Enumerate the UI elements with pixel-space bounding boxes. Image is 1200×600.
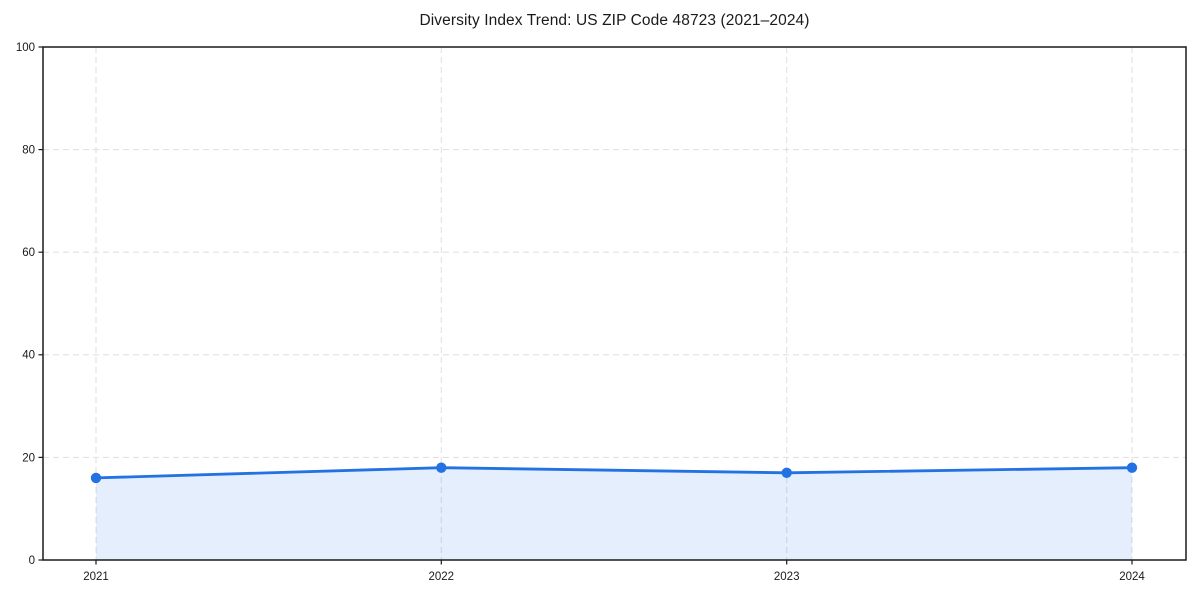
- data-point: [90, 472, 102, 484]
- x-tick-label: 2021: [83, 571, 109, 583]
- data-point: [1126, 462, 1138, 473]
- y-tick-label: 0: [29, 555, 35, 567]
- trend-line: [94, 466, 1134, 480]
- data-point: [781, 467, 792, 478]
- x-tick-label: 2024: [1119, 571, 1145, 583]
- area-fill: [96, 467, 1132, 560]
- x-tick-label: 2022: [429, 571, 455, 583]
- y-tick-label: 40: [22, 350, 35, 362]
- data-point: [436, 462, 447, 473]
- y-tick-label: 100: [16, 42, 35, 54]
- y-tick-label: 80: [22, 145, 35, 157]
- plot-border: [42, 46, 1187, 561]
- chart-title: Diversity Index Trend: US ZIP Code 48723…: [419, 12, 810, 29]
- y-tick-label: 20: [22, 452, 35, 464]
- x-tick-label: 2023: [774, 571, 800, 583]
- y-tick-label: 60: [22, 247, 35, 259]
